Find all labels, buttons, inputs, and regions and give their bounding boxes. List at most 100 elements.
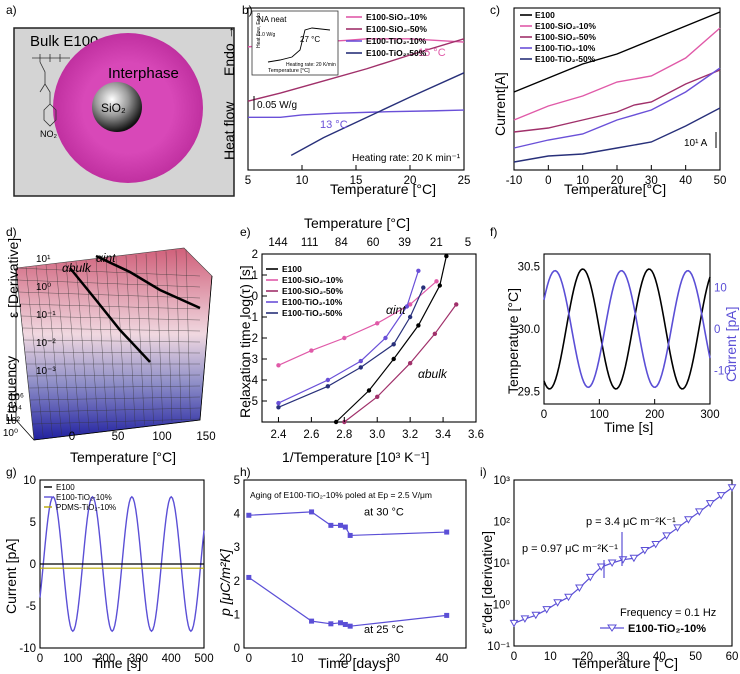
aging-line-0 — [248, 511, 447, 537]
ztick-d-0: 10¹ — [36, 254, 51, 265]
xtick-label-i-5: 50 — [689, 651, 702, 663]
relax-point-e-4-5 — [421, 285, 426, 290]
alpha-bulk-ridge — [69, 267, 151, 363]
mesh-line-v-14 — [155, 252, 163, 423]
relax-curve-e-1 — [278, 280, 437, 366]
ytick-label-f-2: 30.5 — [518, 262, 540, 274]
xtick-label-e-6: 3.6 — [468, 429, 484, 441]
relax-point-e-3-5 — [416, 268, 421, 273]
xtick-label-h-3: 30 — [387, 653, 400, 665]
panel-label-a: a) — [6, 3, 17, 17]
xtick-label-h-1: 10 — [291, 653, 304, 665]
xtick-label-h-2: 20 — [339, 653, 352, 665]
molecule-drawing — [32, 54, 70, 127]
panel-c: c) -10 0 10 20 30 40 50 Temperature[°C] Curren… — [490, 3, 726, 197]
xtick-label-g-3: 300 — [129, 653, 148, 665]
ytick-label-e-7: 2 — [252, 249, 258, 261]
series-c-1 — [513, 27, 721, 121]
aging-point-1-5 — [347, 623, 353, 629]
heating-rate-label: Heating rate: 20 K min⁻¹ — [352, 153, 461, 164]
relax-point-e-2-1 — [375, 394, 380, 399]
aging-point-1-0 — [246, 574, 252, 580]
relax-point-e-0-5 — [444, 253, 449, 259]
mesh-line-v-5 — [65, 262, 81, 433]
derivative-point-5 — [564, 593, 573, 602]
x-axis-label-d: Temperature [°C] — [70, 449, 176, 465]
plot-frame-f — [543, 253, 711, 405]
xtick-label-e-5: 3.4 — [435, 429, 452, 441]
aging-point-0-5 — [347, 532, 353, 538]
relax-curve-e-0 — [335, 255, 447, 423]
mesh-line-h-5 — [22, 327, 201, 332]
tick-label-c-2: 10 — [576, 175, 589, 187]
mesh-line-v-15 — [165, 251, 173, 422]
relax-curve-e-4 — [278, 287, 424, 408]
molecule-nitro-label: NO₂ — [40, 129, 58, 139]
tick-label-c-0: -10 — [506, 175, 523, 187]
derivative-point-20 — [727, 484, 737, 492]
inset-temp-label: 27 °C — [300, 35, 320, 44]
legend-text-i: E100-TiO₂-10% — [628, 623, 706, 635]
y-axis-label-i: ε″der [derivative] — [479, 531, 495, 634]
mesh-line-v-0 — [15, 267, 35, 439]
aging-point-1-3 — [338, 620, 344, 626]
relax-point-e-1-4 — [407, 302, 413, 307]
legend-text-g-0: E100 — [56, 483, 75, 492]
series-b-2 — [248, 109, 465, 119]
xtick-label-f-3: 300 — [700, 409, 719, 421]
xtick-label-e-4: 3.2 — [402, 429, 418, 441]
alpha-bulk-label: αbulk — [62, 261, 92, 275]
legend-e: E100E100-SiO₂-10%E100-SiO₂-50%E100-TiO₂-… — [266, 264, 343, 318]
xtick-label-f-2: 200 — [645, 409, 664, 421]
xtick-label-f-0: 0 — [541, 409, 547, 421]
ytick-label-h-2: 2 — [234, 576, 240, 588]
alpha-bulk-label-e: αbulk — [418, 367, 448, 381]
relax-point-e-2-3 — [432, 331, 438, 336]
aging-point-1-4 — [342, 621, 348, 627]
relaxation-series — [276, 253, 459, 425]
legend-text-c-3: E100-TiO₂-10% — [535, 43, 596, 53]
mesh-line-v-12 — [135, 254, 145, 425]
ytick-label-h-0: 0 — [234, 643, 240, 655]
derivative-point-15 — [673, 524, 682, 532]
panel-h: h) at 30 °C at 25 °C 0 10 20 30 40 0 1 2 3 4 5 Time… — [217, 465, 467, 671]
inset-frame-b — [251, 10, 339, 76]
xtick-label-i-3: 30 — [617, 651, 630, 663]
derivative-series — [509, 484, 737, 628]
mesh-line-v-8 — [95, 259, 108, 430]
p1-annotation: p = 0.97 μC m⁻²K⁻¹ — [522, 543, 618, 555]
derivative-point-16 — [684, 516, 693, 524]
toptick-e-6: 5 — [465, 237, 471, 249]
panel-g: g) 0 100 200 300 400 500 -10 -5 0 5 10 Time [s] Cu… — [3, 465, 214, 671]
xtick-label-i-4: 40 — [653, 651, 666, 663]
xtick-label-h-4: 40 — [435, 653, 448, 665]
tick-label-b-2: 15 — [350, 175, 363, 187]
legend-c: E100E100-SiO₂-10%E100-SiO₂-50%E100-TiO₂-… — [520, 10, 596, 64]
core-label: SiO₂ — [101, 101, 126, 115]
surface-mesh — [15, 249, 201, 439]
panel-label-i: i) — [480, 465, 487, 479]
derivative-point-18 — [705, 500, 715, 508]
mesh-line-h-7 — [25, 351, 201, 354]
mesh-line-h-0 — [15, 267, 201, 277]
legend-marker-i — [607, 624, 617, 632]
panel-label-d: d) — [6, 225, 17, 239]
ytick-label-e-1: -4 — [248, 375, 259, 387]
inset-curve — [267, 27, 331, 63]
mesh-line-v-2 — [35, 265, 53, 436]
ytick-label-h-5: 5 — [234, 475, 240, 487]
xtick-label-i-1: 10 — [544, 651, 557, 663]
ztick-d-3: 10⁻² — [36, 338, 56, 349]
legend-text-g-1: E100-TiO₂-10% — [56, 493, 112, 502]
aging-point-0-2 — [328, 522, 334, 528]
y-axis-label-g: Current [pA] — [3, 539, 19, 614]
tick-label-c-1: 0 — [545, 175, 551, 187]
xtick-label-f-1: 100 — [590, 409, 609, 421]
derivative-point-4 — [553, 599, 562, 607]
ytick-label-g-0: -10 — [19, 643, 36, 655]
z-axis-label-d: ε [Derivative] — [5, 238, 21, 318]
y2tick-label-f-1: 0 — [714, 324, 720, 336]
aging-point-0-3 — [338, 522, 344, 528]
endo-arrow-label: Endo → — [221, 25, 237, 76]
ytick-label-e-3: -2 — [248, 333, 258, 345]
